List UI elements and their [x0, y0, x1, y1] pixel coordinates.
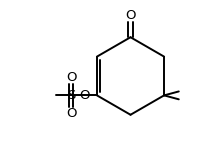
Text: O: O [66, 71, 76, 84]
Text: S: S [67, 89, 75, 102]
Text: O: O [125, 9, 136, 22]
Text: O: O [66, 107, 76, 120]
Text: O: O [79, 89, 89, 102]
